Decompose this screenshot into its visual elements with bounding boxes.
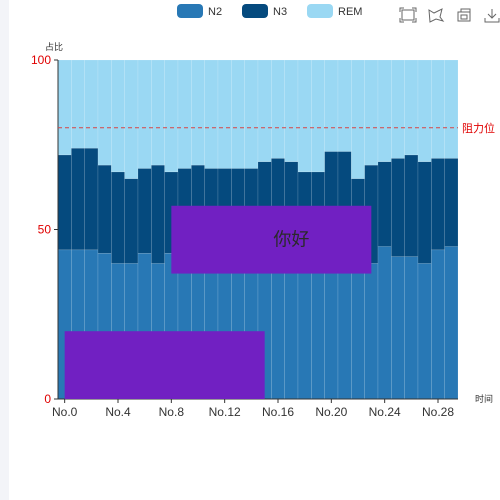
save-icon[interactable] — [484, 9, 500, 23]
restore-icon[interactable] — [457, 8, 471, 22]
bar-n2-17[interactable] — [284, 252, 299, 400]
bar-rem-17[interactable] — [284, 59, 299, 162]
bar-rem-18[interactable] — [297, 59, 312, 173]
x-axis-label: 时间 — [475, 393, 493, 404]
bar-rem-0[interactable] — [57, 59, 72, 156]
bar-n2-27[interactable] — [417, 263, 432, 400]
bar-n3-26[interactable] — [404, 154, 419, 257]
bar-rem-13[interactable] — [231, 59, 245, 169]
x-tick-label: No.24 — [369, 405, 401, 419]
bar-n2-18[interactable] — [297, 252, 312, 400]
bar-rem-25[interactable] — [391, 59, 405, 159]
bar-n2-26[interactable] — [404, 256, 419, 400]
overlay-box-1[interactable] — [64, 331, 265, 399]
bar-n2-19[interactable] — [311, 252, 325, 400]
bar-n3-6[interactable] — [137, 168, 152, 254]
bar-rem-23[interactable] — [364, 59, 379, 166]
bar-rem-14[interactable] — [244, 59, 259, 169]
legend-swatch-rem[interactable] — [307, 4, 333, 18]
x-tick-label: No.28 — [422, 405, 454, 419]
legend-swatch-n2[interactable] — [177, 4, 203, 18]
zoom-frame — [401, 9, 415, 21]
bar-n3-25[interactable] — [391, 158, 405, 257]
bar-rem-22[interactable] — [351, 59, 365, 179]
y-axis-label: 占比 — [45, 41, 63, 52]
bar-n3-7[interactable] — [151, 164, 165, 264]
legend-label-rem[interactable]: REM — [338, 6, 362, 18]
bar-n3-1[interactable] — [71, 147, 85, 251]
bar-rem-9[interactable] — [177, 59, 192, 169]
bar-n3-27[interactable] — [417, 161, 432, 264]
bar-rem-2[interactable] — [84, 59, 99, 149]
x-tick-label: No.4 — [105, 405, 131, 419]
bar-rem-16[interactable] — [271, 59, 285, 159]
save-arrow — [484, 9, 500, 23]
legend-label-n3[interactable]: N3 — [273, 6, 287, 18]
bar-rem-6[interactable] — [137, 59, 152, 169]
markline-label: 阻力位 — [462, 121, 495, 135]
bar-rem-11[interactable] — [204, 59, 219, 169]
legend-label-n2[interactable]: N2 — [208, 6, 222, 18]
plot-area: 0 50 100 No.0 No.4 No.8 No.12 No.16 No.20 No.24 No… — [31, 53, 495, 419]
bar-rem-4[interactable] — [111, 59, 125, 173]
bar-n3-24[interactable] — [377, 161, 392, 247]
toolbox[interactable] — [399, 7, 500, 23]
bar-n2-20[interactable] — [324, 252, 339, 400]
overlay-box-0[interactable] — [171, 205, 372, 274]
bar-rem-27[interactable] — [417, 59, 432, 162]
legend-swatch-n3[interactable] — [242, 4, 268, 18]
bar-n3-2[interactable] — [84, 147, 99, 251]
bar-n3-29[interactable] — [444, 158, 459, 247]
restore-inner — [460, 14, 468, 20]
legend[interactable]: N2 N3 REM — [177, 4, 362, 18]
x-tick-label: No.12 — [209, 405, 241, 419]
bar-n3-4[interactable] — [111, 171, 125, 264]
x-tick-label: No.0 — [52, 405, 78, 419]
bar-rem-10[interactable] — [191, 59, 205, 166]
bar-rem-29[interactable] — [444, 59, 459, 159]
restore-frame — [457, 11, 471, 22]
lasso-icon[interactable] — [428, 8, 445, 23]
bar-n3-0[interactable] — [57, 154, 72, 251]
bar-rem-19[interactable] — [311, 59, 325, 173]
y-tick-label: 50 — [38, 223, 52, 237]
bar-rem-12[interactable] — [217, 59, 232, 169]
bar-rem-24[interactable] — [377, 59, 392, 162]
bar-n2-29[interactable] — [444, 246, 459, 400]
bar-rem-21[interactable] — [337, 59, 352, 152]
bar-n2-28[interactable] — [431, 249, 445, 400]
lasso-shape — [428, 8, 445, 23]
bar-rem-7[interactable] — [151, 59, 165, 166]
zoom-corners — [399, 7, 417, 23]
bar-n3-5[interactable] — [124, 178, 139, 264]
bar-rem-3[interactable] — [97, 59, 112, 166]
bar-n2-25[interactable] — [391, 256, 405, 400]
bar-rem-28[interactable] — [431, 59, 445, 159]
y-tick-label: 100 — [31, 53, 51, 67]
overlay-text: 你好 — [273, 230, 309, 250]
chart-panel: N2 N3 REM 占比 时间 0 50 100 No.0 No.4 No.8 No.12 No.… — [9, 0, 500, 500]
bar-rem-26[interactable] — [404, 59, 419, 156]
bar-rem-20[interactable] — [324, 59, 339, 152]
bar-rem-15[interactable] — [257, 59, 272, 162]
bar-rem-1[interactable] — [71, 59, 85, 149]
bar-n2-24[interactable] — [377, 246, 392, 400]
zoom-icon[interactable] — [399, 7, 417, 23]
bar-n2-16[interactable] — [271, 252, 285, 400]
bar-n2-22[interactable] — [351, 252, 365, 400]
x-tick-label: No.16 — [262, 405, 294, 419]
bar-n3-3[interactable] — [97, 164, 112, 254]
bar-n2-23[interactable] — [364, 263, 379, 400]
y-tick-label: 0 — [44, 392, 51, 406]
restore-top — [460, 8, 471, 12]
stacked-bar-chart: N2 N3 REM 占比 时间 0 50 100 No.0 No.4 No.8 No.12 No.… — [31, 4, 500, 419]
x-tick-label: No.20 — [315, 405, 347, 419]
bar-rem-5[interactable] — [124, 59, 139, 179]
x-tick-label: No.8 — [159, 405, 185, 419]
bar-n3-28[interactable] — [431, 158, 445, 251]
bar-rem-8[interactable] — [164, 59, 179, 173]
bar-n2-21[interactable] — [337, 252, 352, 400]
